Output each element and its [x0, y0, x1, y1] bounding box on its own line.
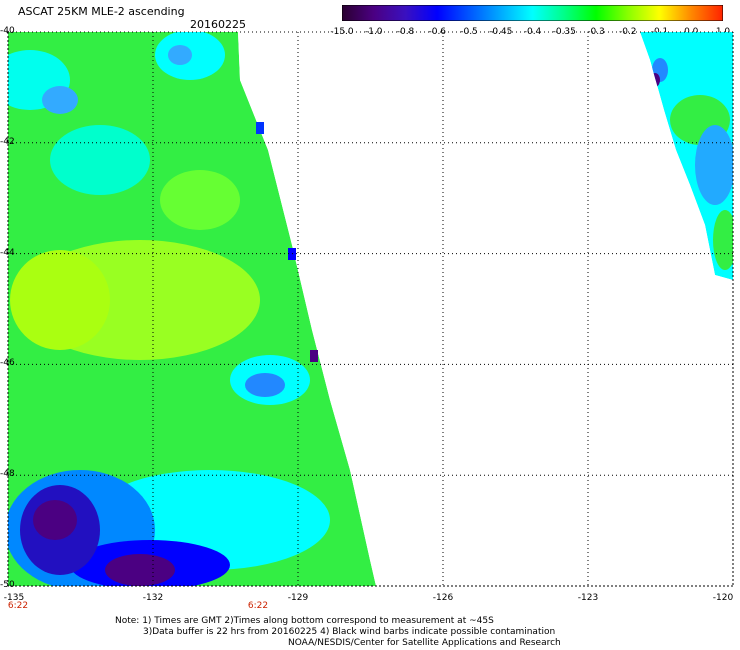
longitude-label: -129 — [287, 593, 309, 603]
note-line-1: Note: 1) Times are GMT 2)Times along bot… — [115, 616, 494, 626]
time-label: 6:22 — [247, 601, 269, 611]
longitude-label: -120 — [712, 593, 734, 603]
swath-left-patch — [10, 250, 110, 350]
swath-left-patch — [33, 500, 77, 540]
swath-right-region — [640, 32, 733, 280]
note-line-2: 3)Data buffer is 22 hrs from 20160225 4)… — [143, 627, 556, 637]
swath-right-patch — [652, 58, 668, 82]
colorbar — [342, 5, 723, 21]
longitude-label: -132 — [142, 593, 164, 603]
latitude-label: -46 — [0, 358, 15, 369]
swath-left-patch — [168, 45, 192, 65]
note-line-3: NOAA/NESDIS/Center for Satellite Applica… — [288, 638, 561, 648]
latitude-label: -50 — [0, 580, 15, 590]
swath-right-base — [640, 32, 733, 280]
swath-right-patch — [713, 210, 733, 270]
latitude-label: -42 — [0, 136, 15, 147]
colorbar-tick-label: -0.8 — [396, 27, 415, 37]
map-date: 20160225 — [190, 18, 246, 31]
swath-edge-pixel — [256, 122, 264, 134]
latitude-label: -40 — [0, 26, 15, 36]
time-label: 6:22 — [7, 601, 29, 611]
swath-left-patch — [160, 170, 240, 230]
swath-left-patch — [42, 86, 78, 114]
longitude-label: -126 — [432, 593, 454, 603]
longitude-label: -135 — [3, 593, 25, 603]
colorbar-tick-label: -15.0 — [330, 27, 354, 37]
swath-edge-pixel — [310, 350, 318, 362]
swath-right-patch — [695, 125, 733, 205]
latitude-label: -44 — [0, 247, 15, 258]
lat-lon-grid — [7, 31, 734, 587]
colorbar-tick-label: -0.2 — [618, 27, 637, 37]
footnotes: Note: 1) Times are GMT 2)Times along bot… — [0, 616, 561, 649]
swath-right-patch — [650, 73, 660, 87]
colorbar-tick-label: -1.0 — [364, 27, 383, 37]
swath-left-patch — [105, 554, 175, 586]
map-frame — [7, 31, 734, 587]
colorbar-tick-label: -0.6 — [428, 27, 447, 37]
longitude-label: -123 — [577, 593, 599, 603]
map-title: ASCAT 25KM MLE-2 ascending — [18, 5, 185, 18]
latitude-label: -48 — [0, 469, 15, 480]
swath-left-patch — [245, 373, 285, 397]
swath-left-patch — [50, 125, 150, 195]
swath-left-region — [8, 32, 376, 586]
